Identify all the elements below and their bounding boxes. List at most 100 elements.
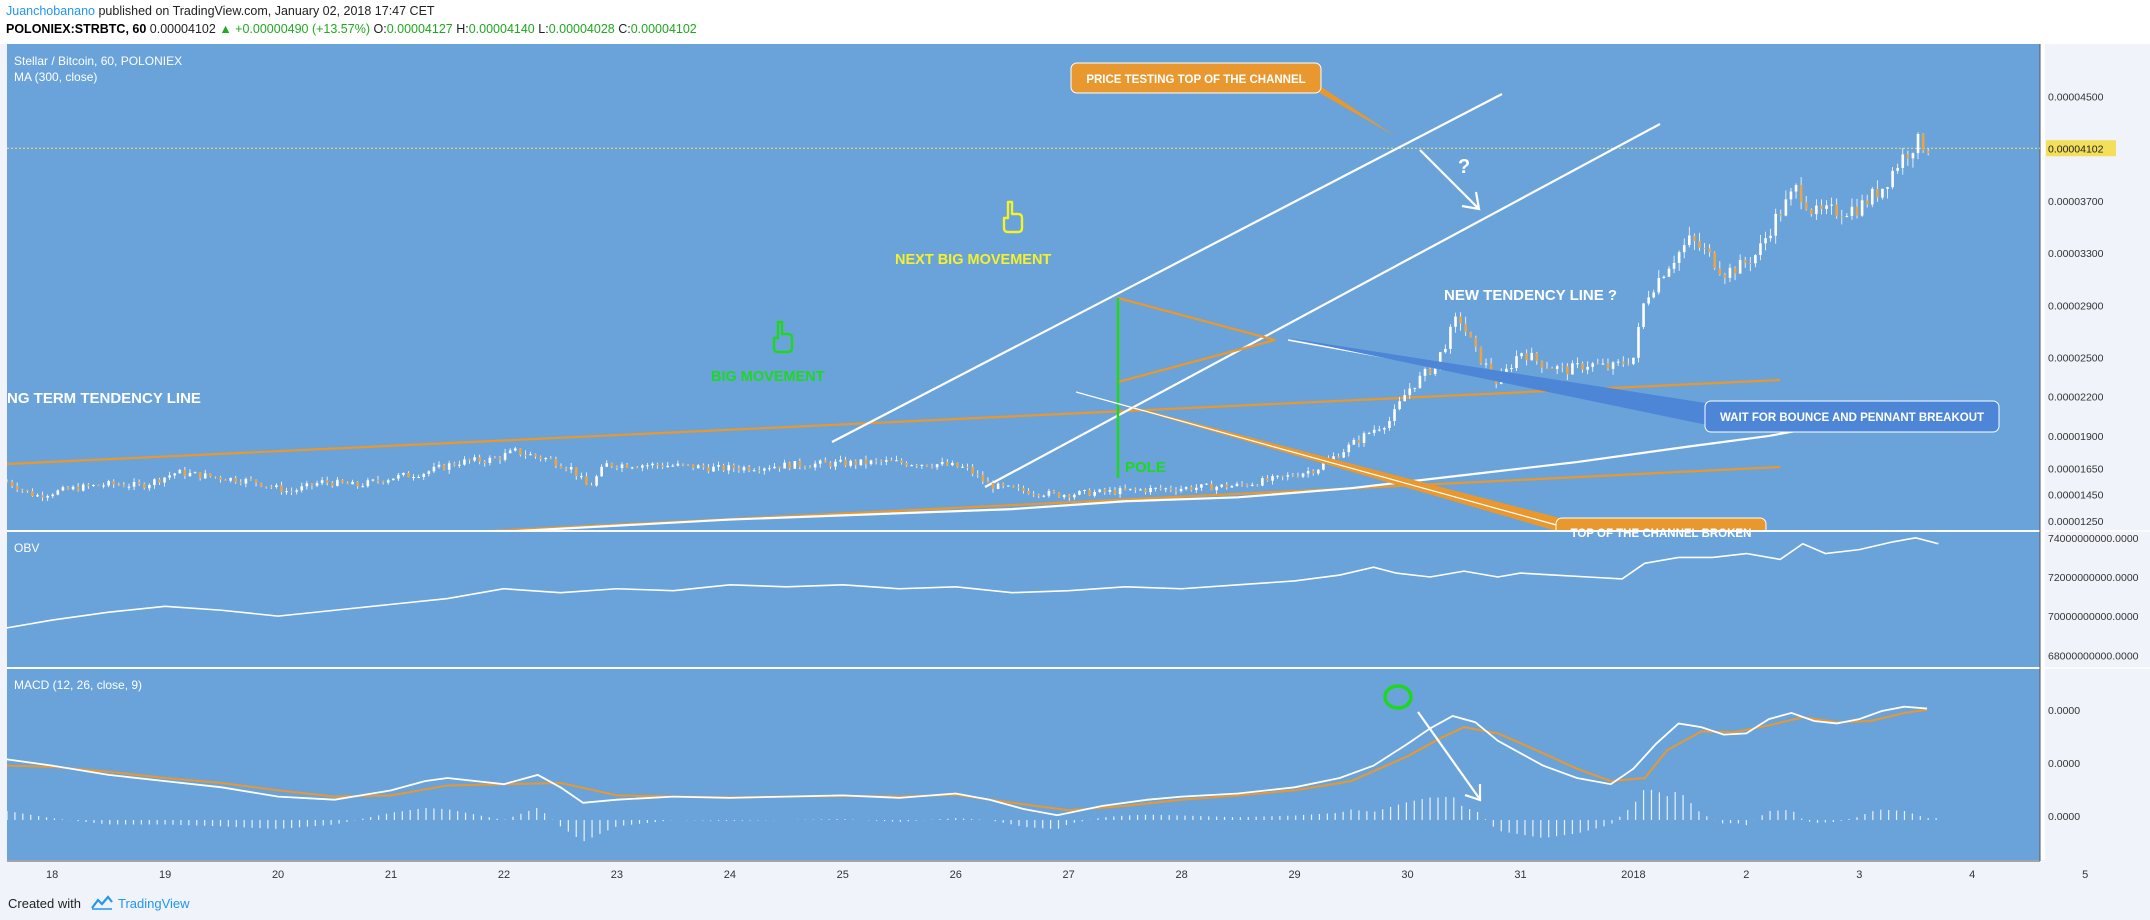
candle-body	[879, 460, 883, 462]
candle-body	[1108, 489, 1112, 492]
big-movement-label: BIG MOVEMENT	[711, 369, 825, 385]
candle-body	[1743, 259, 1747, 263]
price-axis-tick: 0.00002900	[2048, 300, 2104, 312]
candle-body	[925, 464, 929, 467]
candle-body	[1154, 487, 1157, 489]
candle-body	[1779, 213, 1783, 216]
candle-body	[874, 460, 878, 462]
candle-body	[158, 479, 161, 483]
wait-callout-box	[1704, 400, 2000, 433]
price-axis-tick: 0.00002500	[2048, 353, 2104, 365]
candle-body	[615, 466, 619, 469]
candle-body	[1555, 366, 1559, 369]
candle-body	[1916, 133, 1920, 154]
candle-body	[1535, 352, 1539, 361]
candle-body	[41, 495, 44, 498]
candle-body	[1342, 452, 1345, 458]
candle-body	[686, 464, 690, 466]
candle-body	[1144, 489, 1147, 493]
candle-body	[793, 461, 797, 469]
candle-body	[1876, 188, 1879, 198]
candle-body	[1301, 473, 1305, 477]
candle-body	[371, 479, 375, 481]
candle-body	[356, 481, 359, 487]
candle-body	[681, 463, 685, 465]
candle-body	[1195, 487, 1198, 491]
tradingview-link[interactable]: TradingView	[118, 896, 190, 911]
obv-axis-tick: 70000000000.0000	[2048, 611, 2139, 623]
candle-body	[839, 459, 842, 462]
candle-body	[1225, 484, 1229, 488]
candle-body	[1159, 487, 1163, 489]
candle-body	[554, 458, 558, 467]
candle-body	[209, 473, 212, 477]
price-axis-tick: 0.00001250	[2048, 516, 2104, 528]
time-axis-tick: 24	[724, 869, 736, 881]
channel-lower-line	[984, 123, 1661, 488]
candle-body	[1830, 204, 1833, 206]
candle-body	[188, 472, 192, 477]
candle-body	[1189, 487, 1193, 491]
candle-body	[1596, 363, 1600, 365]
candle-body	[1754, 255, 1757, 264]
candle-body	[239, 482, 243, 484]
last-price: 0.00004102	[149, 22, 216, 36]
candle-body	[442, 464, 446, 470]
chart-area[interactable]: Stellar / Bitcoin, 60, POLONIEX MA (300, …	[0, 44, 2150, 888]
candle-body	[346, 482, 349, 485]
candle-body	[1693, 235, 1696, 242]
candle-body	[702, 465, 705, 468]
candle-body	[1261, 478, 1264, 486]
candle-body	[7, 481, 9, 483]
candle-body	[727, 465, 731, 471]
candle-body	[712, 466, 715, 472]
candle-body	[981, 474, 985, 482]
candle-body	[773, 466, 776, 469]
candle-body	[544, 458, 548, 460]
candle-body	[173, 473, 177, 476]
candle-body	[198, 472, 202, 479]
candle-body	[1281, 475, 1285, 477]
obv-axis-tick: 74000000000.0000	[2048, 533, 2139, 545]
obv-axis-tick: 68000000000.0000	[2048, 650, 2139, 662]
candle-body	[1601, 363, 1605, 365]
candle-body	[224, 479, 227, 481]
candle-body	[1174, 490, 1178, 492]
candle-body	[671, 465, 675, 467]
macd-axis-tick: 0.0000	[2048, 758, 2080, 770]
candle-body	[646, 465, 649, 467]
candle-body	[427, 471, 431, 474]
candle-body	[1840, 216, 1844, 218]
candle-body	[1738, 259, 1742, 274]
candle-body	[503, 453, 507, 460]
time-axis-tick: 22	[498, 869, 510, 881]
candle-body	[1245, 484, 1249, 486]
price-pane-group	[7, 62, 2000, 530]
candle-body	[1057, 492, 1061, 498]
macd-axis-tick: 0.0000	[2048, 811, 2080, 823]
candle-body	[666, 465, 670, 468]
pointing-hand-yellow-icon	[1002, 200, 1024, 234]
author-link[interactable]: Juanchobanano	[6, 4, 95, 18]
candle-body	[1103, 489, 1107, 492]
obv-axis-tick: 72000000000.0000	[2048, 572, 2139, 584]
candle-body	[81, 484, 85, 491]
candle-body	[1230, 485, 1234, 488]
candle-body	[203, 473, 207, 479]
candle-body	[97, 484, 100, 486]
candle-body	[859, 459, 863, 465]
price-testing-callout-label: PRICE TESTING TOP OF THE CHANNEL	[1086, 74, 1305, 86]
top-broken-callout-label: TOP OF THE CHANNEL BROKEN	[1571, 528, 1752, 540]
candle-body	[275, 485, 278, 487]
new-tendency-label: NEW TENDENCY LINE ?	[1444, 287, 1617, 304]
candle-body	[20, 489, 24, 491]
pointing-hand-green-icon-shape	[772, 320, 794, 354]
candle-body	[183, 469, 187, 477]
candle-body	[87, 484, 90, 486]
candle-body	[1748, 262, 1752, 264]
time-axis-tick: 28	[1175, 869, 1187, 881]
candle-body	[1911, 153, 1915, 159]
candle-body	[808, 467, 812, 469]
candle-body	[757, 470, 761, 472]
candle-body	[214, 476, 217, 478]
